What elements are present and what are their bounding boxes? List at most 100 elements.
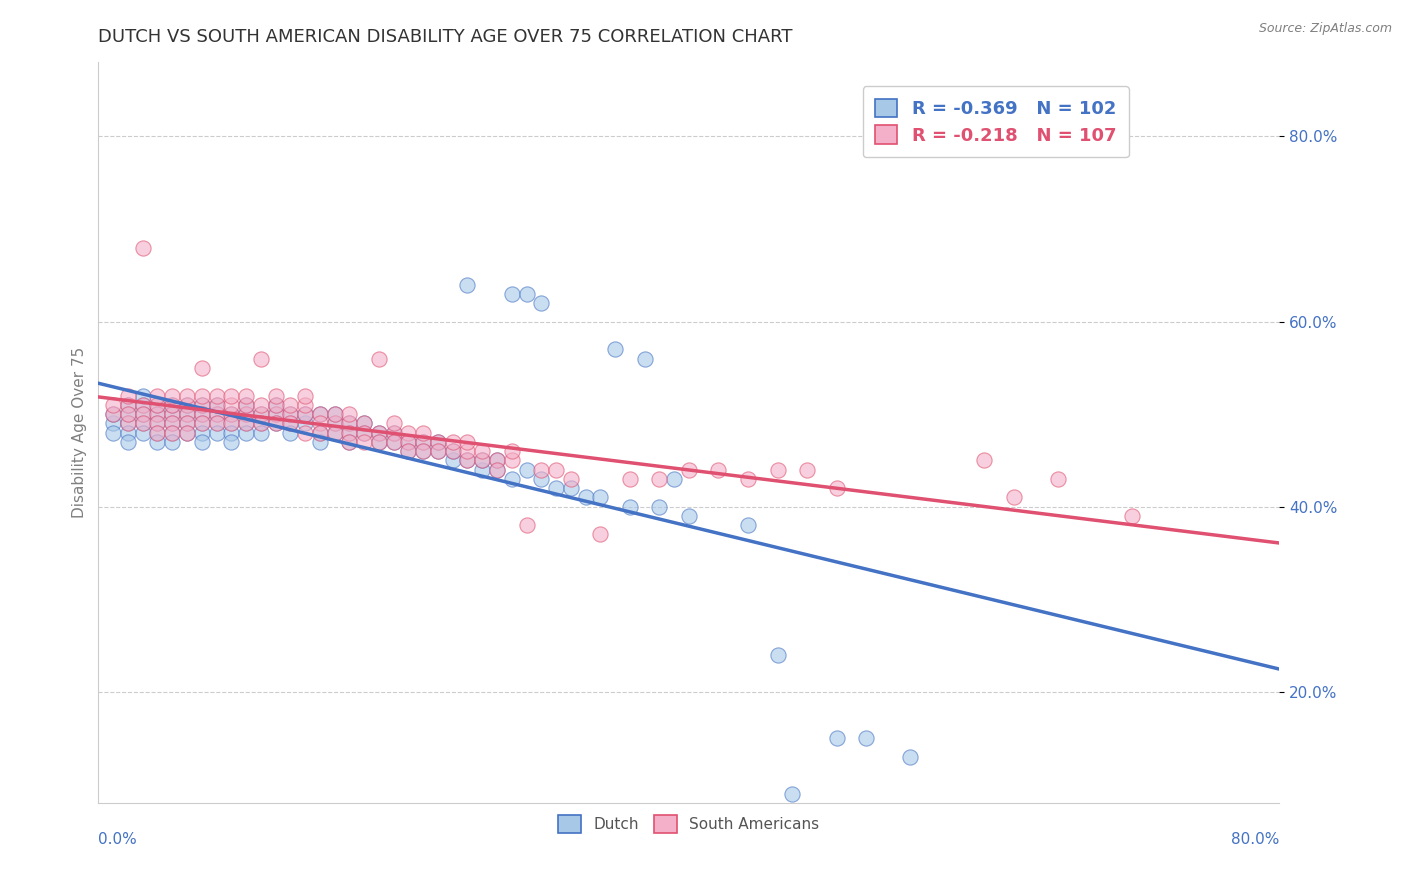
Point [103,398,125,412]
Point [264,417,287,431]
Point [176,389,198,403]
Point [132,389,155,403]
Point [162,417,183,431]
Point [368,351,391,366]
Point [235,389,257,403]
Point [235,407,257,421]
Point [664,472,686,486]
Point [146,398,169,412]
Point [117,417,139,431]
Point [132,240,155,254]
Point [471,453,494,467]
Point [146,407,169,421]
Point [339,425,361,440]
Point [589,491,612,505]
Point [250,425,273,440]
Point [117,434,139,449]
Point [117,407,139,421]
Point [368,425,391,440]
Point [309,425,332,440]
Point [648,472,671,486]
Point [221,417,243,431]
Point [146,425,169,440]
Point [132,407,155,421]
Point [280,417,302,431]
Point [250,417,273,431]
Point [707,462,730,476]
Point [339,434,361,449]
Point [221,389,243,403]
Point [264,407,287,421]
Point [221,425,243,440]
Point [176,417,198,431]
Point [205,389,228,403]
Point [162,398,183,412]
Point [205,398,228,412]
Point [353,434,375,449]
Point [117,425,139,440]
Point [146,417,169,431]
Point [486,462,509,476]
Point [221,434,243,449]
Point [766,462,789,476]
Point [250,407,273,421]
Point [176,425,198,440]
Point [264,398,287,412]
Point [339,417,361,431]
Point [235,398,257,412]
Point [132,425,155,440]
Point [353,425,375,440]
Point [589,527,612,541]
Point [205,407,228,421]
Point [294,425,316,440]
Point [501,286,523,301]
Point [427,444,450,458]
Point [191,360,214,375]
Point [117,417,139,431]
Point [264,389,287,403]
Point [855,731,877,745]
Point [146,434,169,449]
Point [353,417,375,431]
Point [117,389,139,403]
Point [530,472,553,486]
Point [323,407,346,421]
Point [501,453,523,467]
Point [205,417,228,431]
Point [353,417,375,431]
Point [530,296,553,310]
Point [398,425,420,440]
Point [191,417,214,431]
Point [280,417,302,431]
Point [250,398,273,412]
Point [501,444,523,458]
Point [162,425,183,440]
Point [264,407,287,421]
Point [634,351,657,366]
Point [294,398,316,412]
Point [339,417,361,431]
Point [176,417,198,431]
Point [412,444,434,458]
Legend: Dutch, South Americans: Dutch, South Americans [553,809,825,839]
Point [323,417,346,431]
Point [501,472,523,486]
Point [619,472,641,486]
Point [648,500,671,514]
Point [132,398,155,412]
Point [530,462,553,476]
Point [205,398,228,412]
Point [339,407,361,421]
Point [162,389,183,403]
Point [737,518,759,533]
Point [412,434,434,449]
Point [250,417,273,431]
Point [486,453,509,467]
Point [235,407,257,421]
Point [103,425,125,440]
Text: Source: ZipAtlas.com: Source: ZipAtlas.com [1258,22,1392,36]
Point [309,417,332,431]
Point [471,462,494,476]
Point [398,444,420,458]
Point [176,425,198,440]
